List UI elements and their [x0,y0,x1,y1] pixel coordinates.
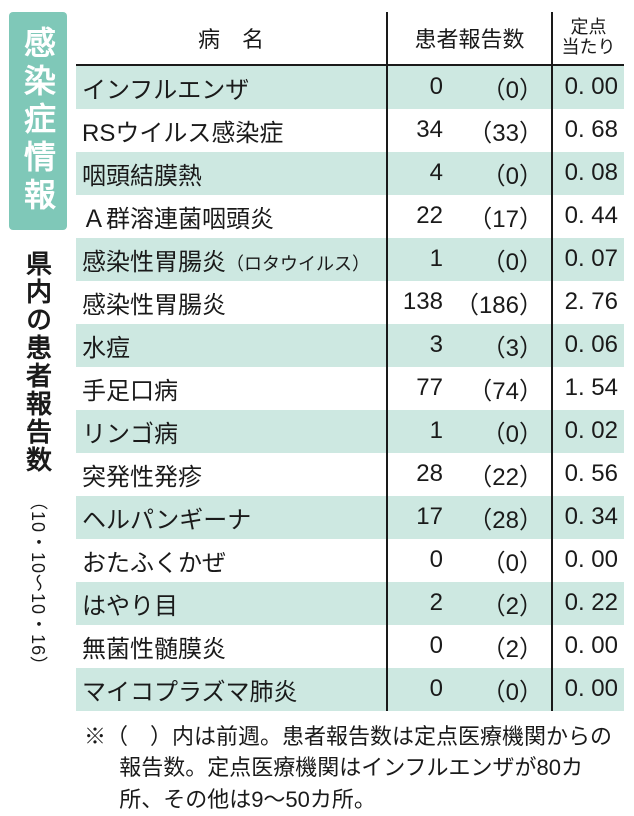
disease-name: RSウイルス感染症 [82,120,283,147]
banner-title: 感染症情報 [9,12,67,230]
disease-name: 咽頭結膜熱 [82,163,202,190]
footnote: ※（ ）内は前週。患者報告数は定点医療機関からの報告数。定点医療機関はインフルエ… [111,711,624,816]
disease-table: 病名 患者報告数 定点当たり インフルエンザ0（0）0. 00RSウイルス感染症… [76,12,624,711]
count-prev: （22） [449,453,552,496]
rate-value: 0. 00 [552,65,624,109]
rate-value: 0. 34 [552,496,624,539]
disease-name: 突発性発疹 [82,464,202,491]
disease-name: 感染性胃腸炎 [82,292,226,319]
table-row: 感染性胃腸炎 138（186）2. 76 [76,281,624,324]
table-row: おたふくかぜ 0（0）0. 00 [76,539,624,582]
count-current: 0 [387,539,449,582]
count-current: 17 [387,496,449,539]
count-prev: （0） [449,668,552,711]
header-count: 患者報告数 [387,12,552,65]
rate-value: 0. 44 [552,195,624,238]
disease-name: はやり目 [82,593,178,620]
table-row: 感染性胃腸炎（ロタウイルス） 1（0）0. 07 [76,238,624,281]
rate-value: 1. 54 [552,367,624,410]
disease-name: ヘルパンギーナ [82,507,251,534]
count-prev: （33） [449,109,552,152]
count-prev: （0） [449,539,552,582]
rate-value: 2. 76 [552,281,624,324]
count-current: 22 [387,195,449,238]
table-row: RSウイルス感染症 34（33）0. 68 [76,109,624,152]
main-column: 病名 患者報告数 定点当たり インフルエンザ0（0）0. 00RSウイルス感染症… [76,12,624,816]
table-row: 水痘 3（3）0. 06 [76,324,624,367]
rate-value: 0. 22 [552,582,624,625]
count-prev: （0） [449,65,552,109]
count-current: 2 [387,582,449,625]
count-prev: （74） [449,367,552,410]
disease-name: リンゴ病 [82,421,178,448]
count-current: 3 [387,324,449,367]
disease-name: 無菌性髄膜炎 [82,636,226,663]
table-row: 手足口病 77（74）1. 54 [76,367,624,410]
table-row: Ａ群溶連菌咽頭炎 22（17）0. 44 [76,195,624,238]
count-prev: （0） [449,410,552,453]
rate-value: 0. 68 [552,109,624,152]
left-column: 感染症情報 県内の患者報告数 （10・10〜10・16） [10,12,66,816]
table-row: ヘルパンギーナ 17（28）0. 34 [76,496,624,539]
count-current: 28 [387,453,449,496]
rate-value: 0. 07 [552,238,624,281]
disease-name: 手足口病 [82,378,178,405]
rate-value: 0. 00 [552,668,624,711]
count-current: 4 [387,152,449,195]
rate-value: 0. 06 [552,324,624,367]
rate-value: 0. 02 [552,410,624,453]
disease-name: Ａ群溶連菌咽頭炎 [82,206,274,233]
disease-name: 感染性胃腸炎 [82,249,226,276]
count-current: 1 [387,410,449,453]
count-current: 138 [387,281,449,324]
rate-value: 0. 56 [552,453,624,496]
count-prev: （17） [449,195,552,238]
count-current: 0 [387,625,449,668]
disease-name: 水痘 [82,335,130,362]
disease-name: おたふくかぜ [82,550,226,577]
disease-name: インフルエンザ [82,77,249,104]
count-prev: （2） [449,625,552,668]
table-row: インフルエンザ 0（0）0. 00 [76,65,624,109]
table-row: 無菌性髄膜炎 0（2）0. 00 [76,625,624,668]
count-current: 34 [387,109,449,152]
disease-name: マイコプラズマ肺炎 [82,679,298,706]
count-current: 1 [387,238,449,281]
count-prev: （28） [449,496,552,539]
table-row: マイコプラズマ肺炎 0（0）0. 00 [76,668,624,711]
table-row: 突発性発疹 28（22）0. 56 [76,453,624,496]
header-name: 病名 [76,12,387,65]
table-row: リンゴ病 1（0）0. 02 [76,410,624,453]
rate-value: 0. 08 [552,152,624,195]
count-prev: （186） [449,281,552,324]
count-current: 0 [387,65,449,109]
count-prev: （0） [449,152,552,195]
period-label: （10・10〜10・16） [25,492,51,675]
left-subtitle: 県内の患者報告数 [20,250,57,474]
disease-sub: （ロタウイルス） [226,254,370,274]
count-prev: （0） [449,238,552,281]
count-prev: （2） [449,582,552,625]
header-rate: 定点当たり [552,12,624,65]
count-current: 0 [387,668,449,711]
rate-value: 0. 00 [552,539,624,582]
rate-value: 0. 00 [552,625,624,668]
table-row: 咽頭結膜熱 4（0）0. 08 [76,152,624,195]
count-prev: （3） [449,324,552,367]
count-current: 77 [387,367,449,410]
table-row: はやり目 2（2）0. 22 [76,582,624,625]
